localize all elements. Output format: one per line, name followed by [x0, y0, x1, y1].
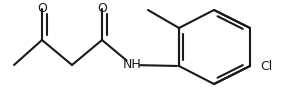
Text: NH: NH — [123, 58, 141, 72]
Text: Cl: Cl — [260, 59, 272, 72]
Text: O: O — [97, 2, 107, 15]
Text: O: O — [37, 2, 47, 15]
